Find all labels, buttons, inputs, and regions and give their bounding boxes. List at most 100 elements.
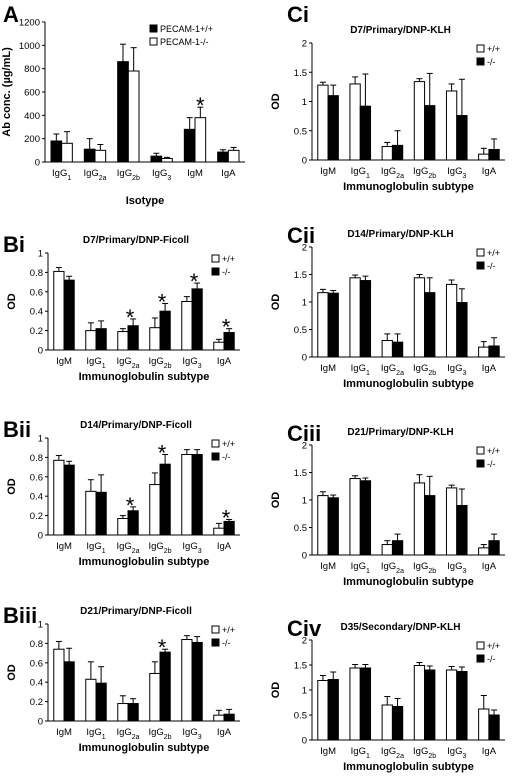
bar-white	[117, 331, 129, 351]
bar-white	[53, 459, 65, 536]
bar-black	[127, 703, 139, 722]
significance-star: *	[222, 505, 231, 530]
x-tick-label: IgM	[320, 746, 336, 757]
x-tick-label: IgG2a	[381, 363, 404, 377]
legend-swatch	[476, 654, 485, 663]
y-tick-label: 600	[24, 88, 40, 99]
bar-white	[53, 270, 65, 351]
chart-title: D7/Primary/DNP-KLH	[350, 25, 451, 36]
y-tick-label: 0.4	[30, 678, 43, 689]
y-tick-label: 1.5	[294, 270, 307, 281]
y-tick-label: 2	[302, 636, 307, 647]
x-tick-label: IgG1	[351, 561, 370, 575]
bar-black	[327, 292, 339, 358]
bar-white	[445, 487, 458, 556]
bar-white	[53, 648, 65, 722]
bar-black	[359, 105, 372, 161]
legend: +/+ -/-	[476, 44, 500, 67]
x-tick-label: IgA	[217, 727, 232, 738]
x-tick-label: IgG2b	[148, 541, 171, 555]
legend-swatch	[211, 254, 220, 263]
bar-white	[413, 482, 426, 556]
bar-white	[317, 680, 329, 741]
bar-black	[456, 671, 468, 741]
x-tick-label: IgA	[482, 746, 497, 757]
bar-black	[191, 453, 203, 536]
legend-swatch	[211, 452, 220, 461]
x-tick-label: IgG3	[447, 746, 466, 760]
x-tick-label: IgM	[320, 561, 336, 572]
significance-star: *	[190, 269, 199, 294]
bar-white	[413, 277, 426, 358]
x-tick-label: IgA	[217, 356, 232, 367]
x-tick-label: IgG2a	[381, 561, 404, 575]
bar-black	[150, 155, 163, 163]
y-tick-label: 2	[302, 39, 307, 50]
bar-black	[159, 463, 171, 536]
y-tick-label: 0.5	[294, 711, 307, 722]
x-axis-label: Immunoglobulin subtype	[343, 378, 474, 390]
x-axis-label: Immunoglobulin subtype	[79, 371, 210, 383]
bar-white	[445, 90, 458, 161]
x-tick-label: IgM	[56, 541, 72, 552]
bar-black	[488, 714, 500, 741]
legend-label: PECAM-1+/+	[160, 24, 213, 34]
legend-label: -/-	[222, 267, 231, 277]
significance-star: *	[222, 315, 231, 340]
x-axis-label: Immunoglobulin subtype	[79, 556, 210, 568]
y-tick-label: 0.2	[30, 326, 43, 337]
y-tick-label: 1	[302, 97, 307, 108]
x-axis-label: Isotype	[126, 195, 165, 207]
y-tick-label: 0	[302, 551, 307, 562]
y-tick-label: 1	[302, 496, 307, 507]
x-tick-label: IgG3	[447, 363, 466, 377]
bar-black	[327, 95, 339, 161]
bar-white	[149, 484, 161, 536]
y-tick-label: 400	[24, 111, 40, 122]
x-tick-label: IgM	[187, 168, 203, 179]
legend-swatch	[211, 267, 220, 276]
x-tick-label: IgG3	[182, 541, 201, 555]
x-axis-label: Immunoglobulin subtype	[343, 181, 474, 193]
bar-white	[413, 81, 426, 161]
bar-black	[327, 497, 339, 556]
bar-white	[149, 327, 161, 351]
panel-label: Biii	[3, 603, 37, 628]
panel-label: Bi	[3, 232, 25, 257]
x-tick-label: IgM	[320, 363, 336, 374]
y-tick-label: 0.2	[30, 511, 43, 522]
legend-label: +/+	[222, 439, 235, 449]
x-tick-label: IgA	[482, 166, 497, 177]
legend-swatch	[476, 248, 485, 257]
legend-swatch	[149, 24, 158, 33]
y-tick-label: 1	[38, 620, 43, 631]
x-tick-label: IgG3	[182, 356, 201, 370]
bar-white	[181, 639, 193, 722]
bar-white	[61, 142, 73, 163]
y-tick-label: 2	[302, 441, 307, 452]
bar-black	[159, 651, 171, 722]
bar-black	[159, 310, 171, 351]
bar-white	[478, 346, 490, 358]
bar-white	[413, 665, 426, 741]
legend: +/+ -/-	[476, 248, 500, 271]
y-axis-label: Ab conc. (µg/mL)	[1, 47, 13, 137]
bar-white	[445, 669, 458, 741]
y-axis-label: OD	[6, 478, 18, 495]
chart-panel-cii: Cii D14/Primary/DNP-KLH 0 0.5 1 1.5 2 OD IgM IgG1…	[270, 223, 505, 390]
y-tick-label: 0.4	[30, 307, 43, 318]
y-tick-label: 0	[38, 717, 43, 728]
y-tick-label: 0.6	[30, 658, 43, 669]
chart-panel-civ: Civ D35/Secondary/DNP-KLH 0 0.5 1 1.5 2 OD IgM Ig…	[270, 616, 505, 773]
legend-swatch	[476, 261, 485, 270]
bar-black	[391, 144, 404, 161]
y-tick-label: 1	[302, 686, 307, 697]
bar-white	[213, 714, 225, 722]
legend-label: +/+	[222, 625, 235, 635]
y-axis-label: OD	[270, 492, 282, 509]
panel-label: Civ	[287, 616, 322, 641]
chart-panel-ci: Ci D7/Primary/DNP-KLH 0 0.5 1 1.5 2 OD IgM IgG1 Ig…	[270, 2, 505, 193]
y-tick-label: 1	[38, 434, 43, 445]
bar-white	[317, 84, 329, 161]
legend-swatch	[211, 638, 220, 647]
